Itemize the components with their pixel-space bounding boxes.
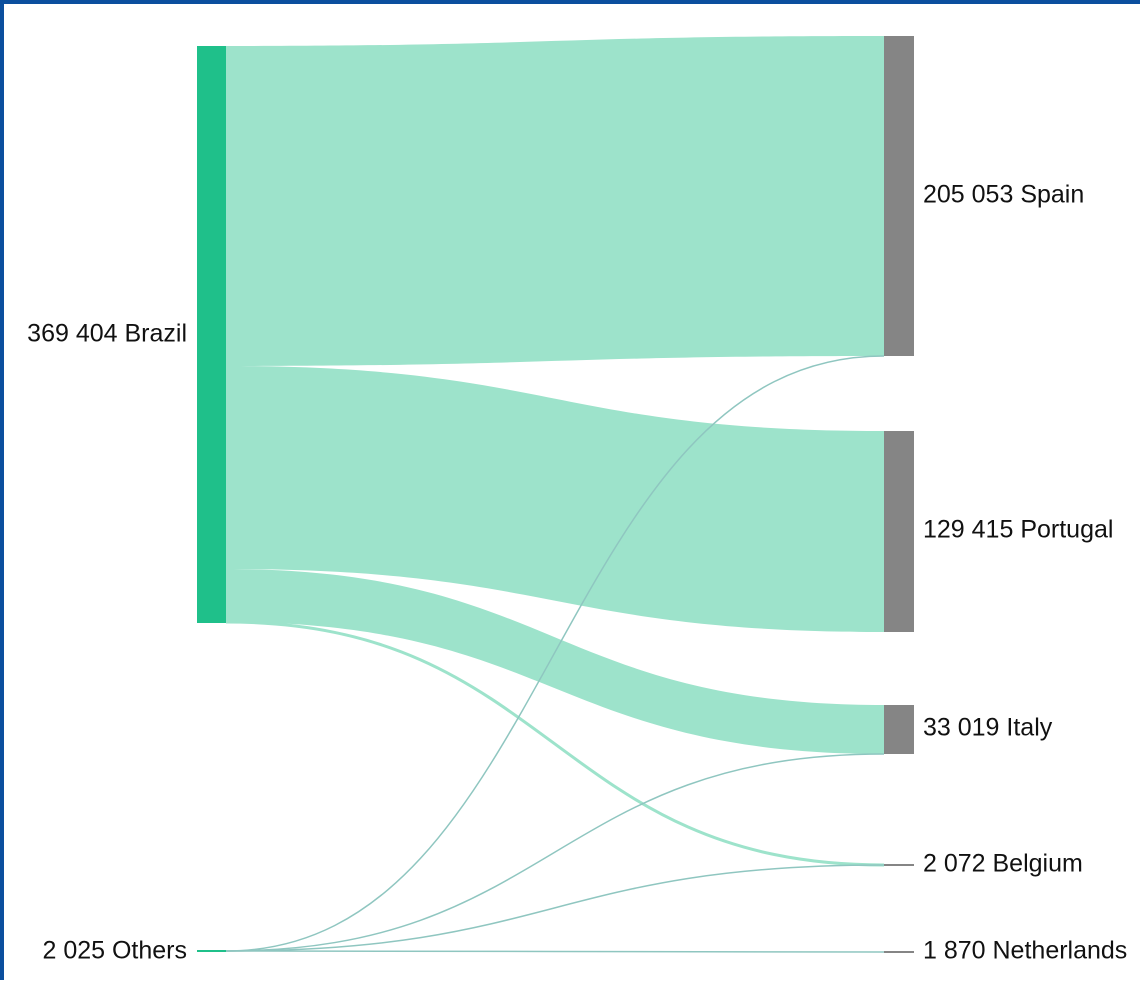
sankey-diagram: 369 404 Brazil 2 025 Others 205 053 Spai… [27, 36, 1127, 965]
link-others-italy[interactable] [225, 753, 885, 952]
label-belgium: 2 072 Belgium [923, 850, 1083, 878]
label-netherlands: 1 870 Netherlands [923, 937, 1127, 965]
link-others-belgium[interactable] [225, 864, 885, 952]
node-belgium[interactable] [884, 864, 914, 866]
node-italy[interactable] [884, 705, 914, 754]
label-spain: 205 053 Spain [923, 181, 1084, 209]
node-brazil[interactable] [197, 46, 226, 623]
label-brazil: 369 404 Brazil [27, 320, 187, 348]
node-netherlands[interactable] [884, 951, 914, 953]
label-portugal: 129 415 Portugal [923, 516, 1113, 544]
link-brazil-italy[interactable] [226, 569, 884, 754]
label-italy: 33 019 Italy [923, 714, 1053, 742]
node-others[interactable] [197, 950, 226, 952]
node-spain[interactable] [884, 36, 914, 356]
link-others-netherlands[interactable] [225, 950, 885, 953]
link-brazil-belgium[interactable] [225, 620, 885, 867]
link-brazil-portugal[interactable] [226, 366, 884, 632]
link-brazil-spain[interactable] [226, 36, 884, 366]
node-portugal[interactable] [884, 431, 914, 632]
link-others-spain[interactable] [225, 355, 885, 952]
label-others: 2 025 Others [42, 937, 187, 965]
